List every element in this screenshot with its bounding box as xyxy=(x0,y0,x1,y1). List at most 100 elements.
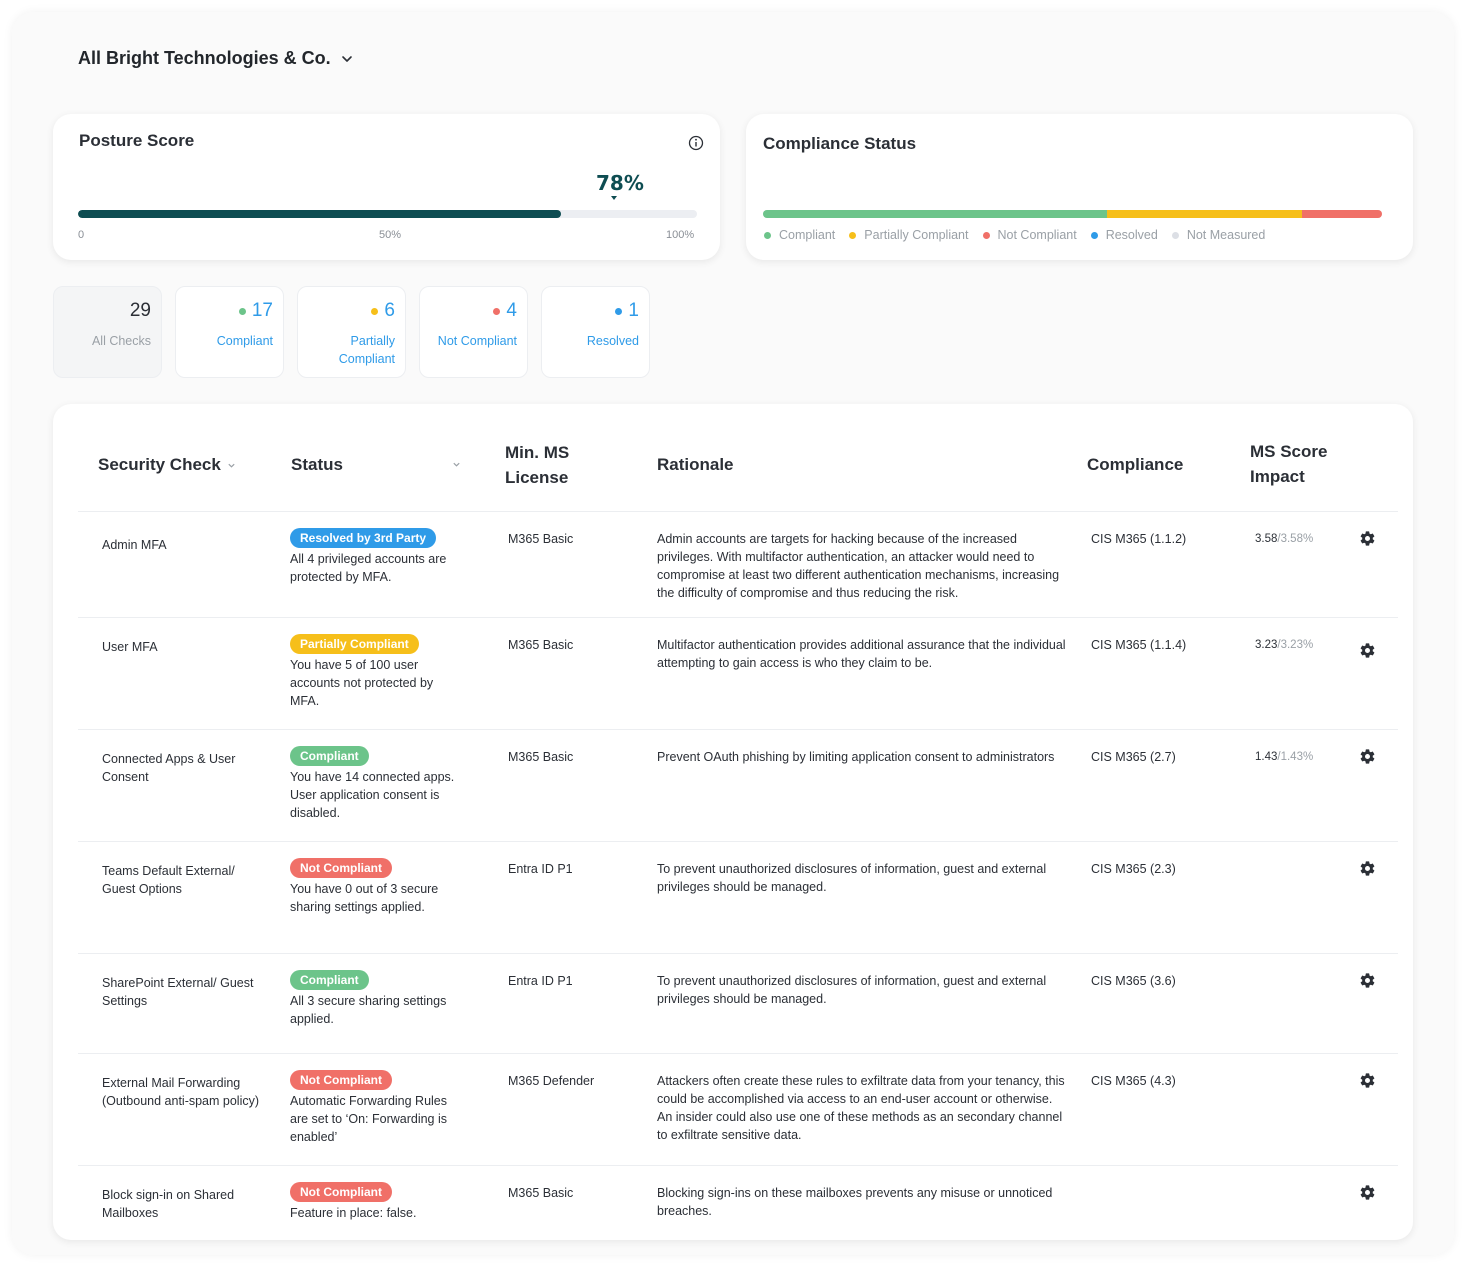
ms-score-impact: 3.58/3.58% xyxy=(1255,530,1313,548)
posture-score-value: 78% xyxy=(596,171,644,195)
gear-icon[interactable] xyxy=(1359,1184,1376,1201)
compliance-stacked-bar xyxy=(763,210,1382,218)
filter-tile-resolved[interactable]: 1 Resolved xyxy=(541,286,650,378)
min-license: M365 Basic xyxy=(508,1186,574,1200)
min-license: M365 Basic xyxy=(508,750,574,764)
filter-label: All Checks xyxy=(91,334,151,348)
rationale-text: Admin accounts are targets for hacking b… xyxy=(657,532,1060,600)
compliance-segment-not-compliant xyxy=(1301,210,1382,218)
status-cell: Not Compliant You have 0 out of 3 secure … xyxy=(290,858,465,916)
tick-label-50: 50% xyxy=(379,229,402,241)
filter-tile-compliant[interactable]: 17 Compliant xyxy=(175,286,284,378)
chevron-down-icon xyxy=(341,55,352,62)
compliance-segment-partially-compliant xyxy=(1106,210,1302,218)
filter-label: Partially Compliant xyxy=(338,334,395,366)
chevron-down-icon xyxy=(228,463,235,468)
chevron-down-icon xyxy=(453,462,460,467)
filter-count-value: 6 xyxy=(384,300,395,321)
compliance-ref: CIS M365 (4.3) xyxy=(1091,1074,1176,1088)
status-dot xyxy=(238,307,246,315)
legend-dot xyxy=(849,231,857,239)
header-security-check[interactable]: Security Check xyxy=(98,452,236,477)
impact-percent: /3.23% xyxy=(1277,639,1314,651)
filter-count: 6 xyxy=(371,300,395,322)
security-check-name: User MFA xyxy=(102,640,158,654)
posture-score-fill xyxy=(78,210,561,218)
status-badge: Not Compliant xyxy=(290,1070,392,1090)
status-badge: Not Compliant xyxy=(290,1182,392,1202)
status-cell: Not Compliant Automatic Forwarding Rules … xyxy=(290,1070,465,1146)
status-description: You have 5 of 100 user accounts not prot… xyxy=(290,658,434,708)
compliance-ref: CIS M365 (3.6) xyxy=(1091,974,1176,988)
ms-score-impact: 1.43/1.43% xyxy=(1255,748,1313,766)
page-frame: All Bright Technologies & Co. Posture Sc… xyxy=(12,12,1454,1255)
compliance-ref: CIS M365 (2.3) xyxy=(1091,862,1176,876)
status-cell: Compliant All 3 secure sharing settings a… xyxy=(290,970,465,1028)
gear-icon[interactable] xyxy=(1359,972,1376,989)
legend-label: Resolved xyxy=(1105,228,1158,242)
status-description: All 3 secure sharing settings applied. xyxy=(290,994,447,1026)
gear-icon[interactable] xyxy=(1359,530,1376,547)
status-badge: Compliant xyxy=(290,746,369,766)
security-check-name: External Mail Forwarding (Outbound anti-… xyxy=(102,1076,260,1108)
status-description: All 4 privileged accounts are protected … xyxy=(290,552,447,584)
rationale-text: Blocking sign-ins on these mailboxes pre… xyxy=(657,1186,1053,1218)
table-row: SharePoint External/ Guest Settings Compl… xyxy=(78,953,1398,1053)
tick-label-0: 0 xyxy=(78,229,85,241)
table-row: Teams Default External/ Guest Options Not… xyxy=(78,841,1398,953)
legend-label: Not Measured xyxy=(1186,228,1266,242)
min-license: M365 Basic xyxy=(508,638,574,652)
impact-percent: /1.43% xyxy=(1277,751,1314,763)
impact-score: 3.23 xyxy=(1255,639,1278,651)
organization-selector[interactable]: All Bright Technologies & Co. xyxy=(78,48,353,69)
organization-name: All Bright Technologies & Co. xyxy=(78,48,331,68)
security-check-name: Connected Apps & User Consent xyxy=(102,752,236,784)
gear-icon[interactable] xyxy=(1359,1072,1376,1089)
legend-item: Not Compliant xyxy=(982,228,1077,242)
min-license: Entra ID P1 xyxy=(508,974,573,988)
min-license: M365 Defender xyxy=(508,1074,595,1088)
gear-icon[interactable] xyxy=(1359,748,1376,765)
gear-icon[interactable] xyxy=(1359,860,1376,877)
legend-label: Compliant xyxy=(779,228,836,242)
filter-count-value: 4 xyxy=(506,300,517,321)
filter-tile-partially-compliant[interactable]: 6 Partially Compliant xyxy=(297,286,406,378)
legend-label: Not Compliant xyxy=(997,228,1077,242)
legend-item: Partially Compliant xyxy=(849,228,969,242)
info-icon[interactable] xyxy=(688,135,704,151)
compliance-segment-compliant xyxy=(763,210,1107,218)
legend-label: Partially Compliant xyxy=(864,228,969,242)
rationale-text: Attackers often create these rules to ex… xyxy=(657,1074,1065,1142)
legend-dot xyxy=(1171,231,1179,239)
legend-item: Resolved xyxy=(1090,228,1158,242)
header-min-ms-license: Min. MS License xyxy=(505,443,570,487)
legend-dot xyxy=(764,231,771,239)
legend-dot xyxy=(1090,231,1098,239)
filter-count-value: 1 xyxy=(628,300,639,321)
impact-score: 3.58 xyxy=(1255,533,1278,545)
posture-score-bar xyxy=(78,210,697,218)
ms-score-impact: 3.23/3.23% xyxy=(1255,636,1313,654)
compliance-legend: Compliant Partially Compliant Not Complian… xyxy=(764,228,1265,242)
security-check-name: Block sign-in on Shared Mailboxes xyxy=(102,1188,235,1220)
gear-icon[interactable] xyxy=(1359,642,1376,659)
status-cell: Not Compliant Feature in place: false. xyxy=(290,1182,465,1222)
filter-count: 4 xyxy=(493,300,517,322)
legend-dot xyxy=(982,231,990,239)
legend-item: Not Measured xyxy=(1171,228,1266,242)
rationale-text: Multifactor authentication provides addi… xyxy=(657,638,1066,670)
filter-label: Not Compliant xyxy=(437,334,517,348)
compliance-ref: CIS M365 (1.1.4) xyxy=(1091,638,1187,652)
score-marker xyxy=(611,196,617,200)
header-status[interactable]: Status xyxy=(291,452,461,477)
filter-tile-all-checks[interactable]: 29 All Checks xyxy=(53,286,162,378)
rationale-text: Prevent OAuth phishing by limiting appli… xyxy=(657,750,1055,764)
compliance-ref: CIS M365 (2.7) xyxy=(1091,750,1176,764)
impact-score: 1.43 xyxy=(1255,751,1278,763)
filter-count-value: 17 xyxy=(251,300,273,321)
posture-score-title: Posture Score xyxy=(79,131,195,150)
status-badge: Resolved by 3rd Party xyxy=(290,528,437,548)
header-status-label: Status xyxy=(291,455,343,474)
security-checks-table: Security Check Status Min. MS License Ra… xyxy=(53,404,1413,1240)
filter-tile-not-compliant[interactable]: 4 Not Compliant xyxy=(419,286,528,378)
